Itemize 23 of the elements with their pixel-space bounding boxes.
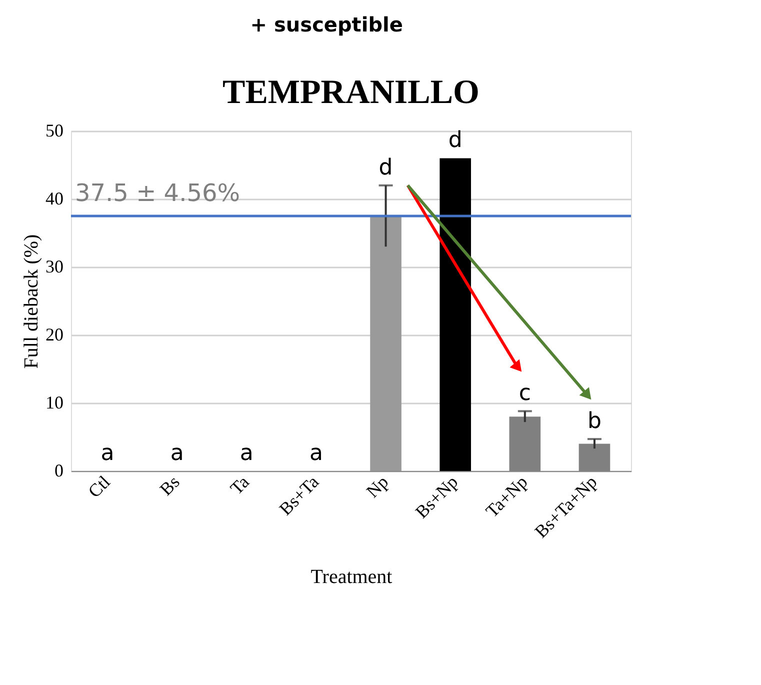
x-tick-label: Np (362, 472, 392, 502)
chart-subtitle: + susceptible (250, 12, 403, 36)
annotation: d (378, 155, 393, 180)
annotation: a (100, 441, 114, 466)
x-tick-label: Ctl (84, 472, 114, 502)
x-tick-label: Bs (156, 472, 184, 500)
x-axis-title: Treatment (310, 566, 393, 588)
y-tick-label: 10 (46, 392, 64, 412)
annotation: d (448, 128, 462, 154)
annotation: c (518, 381, 531, 406)
annotation: a (240, 441, 254, 466)
chart-title: TEMPRANILLO (222, 74, 480, 111)
ref-line-label: 37.5 ± 4.56% (75, 179, 240, 207)
y-tick-label: 40 (46, 188, 64, 208)
annotation: a (309, 441, 323, 466)
annotation: a (170, 441, 184, 466)
y-tick-label: 20 (46, 324, 64, 344)
y-tick-label: 30 (46, 256, 64, 276)
y-tick-label: 50 (46, 120, 64, 140)
y-axis-title: Full dieback (%) (20, 234, 42, 369)
x-tick-label: Ta (226, 472, 254, 498)
annotation: b (587, 409, 602, 434)
y-tick-label: 0 (54, 460, 64, 480)
